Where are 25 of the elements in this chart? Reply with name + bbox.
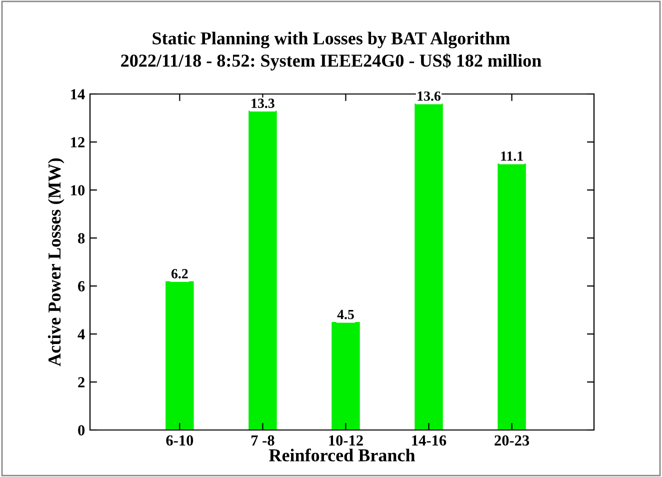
y-tick-label: 6	[78, 281, 85, 292]
bar	[166, 281, 194, 430]
x-tick-label: 6-10	[166, 435, 194, 446]
y-tick-label: 4	[78, 329, 85, 340]
x-tick-label: 10-12	[329, 435, 363, 446]
y-tick-label: 0	[78, 425, 85, 436]
data-label: 11.1	[501, 151, 523, 161]
bar	[498, 164, 526, 430]
y-tick-label: 8	[78, 233, 85, 244]
bar	[332, 322, 360, 430]
y-tick-label: 2	[78, 377, 84, 388]
x-axis-title: Reinforced Branch	[269, 448, 416, 462]
data-label: 13.3	[252, 98, 274, 108]
y-tick-label: 10	[71, 185, 85, 196]
data-label: 6.2	[171, 269, 188, 278]
y-tick-label: 12	[71, 137, 84, 148]
x-tick-label: 20-23	[494, 435, 530, 446]
y-axis-title: Active Power Losses (MW)	[48, 158, 64, 366]
y-tick-label: 14	[71, 89, 85, 100]
data-label: 13.6	[418, 91, 441, 101]
chart-title: Static Planning with Losses by BAT Algorithm	[152, 32, 510, 48]
x-tick-label: 7 -8	[251, 435, 274, 446]
x-tick-label: 14-16	[412, 435, 446, 446]
data-label: 4.5	[337, 310, 354, 320]
chart-subtitle: 2022/11/18 - 8:52: System IEEE24G0 - US$ 182 million	[121, 54, 542, 70]
